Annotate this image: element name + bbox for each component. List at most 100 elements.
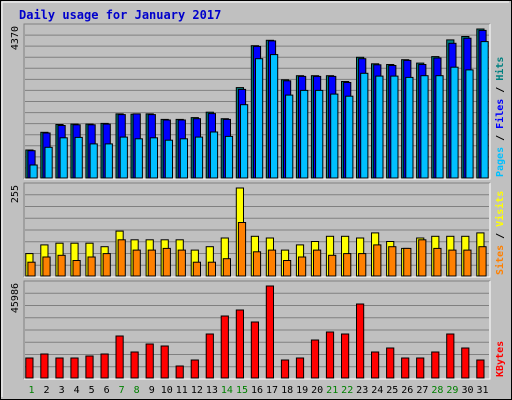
bottom-bar-kbytes-day-14: [220, 315, 229, 379]
x-tick-label-9: 9: [149, 385, 155, 396]
middle-bar-sites-day-9: [147, 249, 156, 277]
bottom-bar-kbytes-day-3: [55, 357, 64, 379]
x-tick-label-11: 11: [176, 385, 188, 396]
bottom-bar-kbytes-day-1: [25, 357, 34, 379]
x-tick-label-12: 12: [191, 385, 203, 396]
middle-bar-sites-day-5: [87, 256, 96, 277]
legend-separator: /: [495, 129, 506, 147]
top-bar-pages-day-23: [360, 72, 369, 179]
top-bar-pages-day-9: [149, 137, 159, 179]
top-bar-pages-day-11: [179, 138, 189, 179]
x-tick-label-8: 8: [134, 385, 140, 396]
middle-bar-sites-day-12: [192, 261, 202, 277]
middle-bar-sites-day-2: [42, 256, 51, 277]
bottom-bar-kbytes-day-21: [325, 331, 335, 379]
chart-panels: 4370 Pages / Files / Hits 255 Sites / Visit…: [10, 23, 506, 380]
top-bar-pages-day-15: [240, 104, 249, 179]
middle-bar-sites-day-20: [313, 249, 322, 277]
top-bar-pages-day-20: [315, 89, 324, 179]
middle-bar-sites-day-3: [57, 254, 66, 277]
x-tick-label-21: 21: [326, 385, 338, 396]
top-bar-pages-day-14: [224, 135, 234, 179]
middle-bar-sites-day-26: [403, 247, 412, 277]
top-plot-shadow: [23, 23, 490, 179]
bottom-bar-kbytes-day-4: [70, 357, 79, 379]
middle-bar-sites-day-4: [72, 260, 81, 277]
x-tick-label-4: 4: [74, 385, 80, 396]
top-bar-pages-day-2: [44, 146, 53, 179]
x-tick-label-18: 18: [281, 385, 293, 396]
chart-title: Daily usage for January 2017: [19, 8, 221, 22]
x-tick-label-13: 13: [206, 385, 218, 396]
x-tick-label-24: 24: [371, 385, 383, 396]
middle-bar-sites-day-22: [343, 253, 352, 277]
bottom-bar-kbytes-day-6: [100, 353, 109, 379]
bottom-bar-kbytes-day-30: [461, 347, 470, 379]
x-tick-label-6: 6: [104, 385, 110, 396]
x-axis-labels: 1 2 3 4 5 6 7 8 9 10 11 12 13 14 15 16 17 18 19 20 21 22 23 24 2…: [28, 385, 488, 396]
top-bar-pages-day-25: [390, 75, 399, 179]
x-tick-label-7: 7: [119, 385, 125, 396]
bottom-panel: 45986 KBytes: [10, 280, 506, 380]
bottom-bar-kbytes-day-5: [85, 355, 94, 379]
top-plot-highlight: [24, 24, 491, 180]
x-tick-label-28: 28: [431, 385, 443, 396]
top-panel: 4370 Pages / Files / Hits: [10, 23, 506, 180]
x-tick-label-15: 15: [236, 385, 248, 396]
middle-bar-sites-day-30: [463, 249, 472, 277]
middle-bar-sites-day-8: [132, 249, 141, 277]
middle-bar-sites-day-28: [433, 247, 442, 277]
top-bar-pages-day-26: [405, 76, 414, 179]
x-tick-label-25: 25: [386, 385, 398, 396]
bottom-bar-kbytes-day-25: [386, 347, 395, 379]
legend-separator: /: [495, 227, 506, 245]
top-bar-pages-day-12: [194, 136, 204, 179]
legend-separator: /: [495, 81, 506, 99]
legend-entry-files: Files: [494, 99, 506, 129]
bottom-bar-kbytes-day-31: [476, 359, 485, 379]
bottom-bar-kbytes-day-20: [310, 339, 320, 379]
bottom-bar-kbytes-day-22: [341, 333, 350, 379]
bottom-bar-kbytes-day-10: [160, 345, 169, 379]
middle-bar-sites-day-16: [252, 251, 262, 277]
middle-bar-sites-day-19: [298, 256, 307, 277]
middle-plot-shadow: [23, 182, 490, 277]
middle-bar-sites-day-23: [358, 253, 367, 277]
bottom-bar-kbytes-day-24: [371, 351, 380, 379]
x-tick-label-30: 30: [461, 385, 473, 396]
top-bar-pages-day-17: [270, 54, 279, 179]
middle-bar-sites-day-21: [328, 254, 337, 277]
top-bar-pages-day-28: [435, 75, 444, 179]
x-tick-label-26: 26: [401, 385, 413, 396]
bottom-bar-kbytes-day-13: [205, 333, 214, 379]
bottom-bar-kbytes-day-2: [40, 353, 49, 379]
middle-bar-sites-day-13: [207, 261, 217, 277]
middle-plot-highlight: [24, 183, 491, 278]
x-tick-label-22: 22: [341, 385, 353, 396]
bottom-bar-kbytes-day-16: [250, 321, 260, 379]
bottom-bar-kbytes-day-26: [401, 357, 410, 379]
x-tick-label-23: 23: [356, 385, 368, 396]
top-bar-pages-day-29: [450, 66, 459, 179]
middle-bar-sites-day-11: [177, 249, 186, 277]
top-max-label: 4370: [10, 26, 21, 50]
x-tick-label-31: 31: [476, 385, 488, 396]
bottom-bar-kbytes-day-17: [265, 285, 274, 379]
middle-bar-sites-day-1: [27, 261, 36, 277]
x-tick-label-27: 27: [416, 385, 428, 396]
middle-panel: 255 Sites / Visits: [10, 182, 506, 278]
bottom-legend: KBytes: [495, 341, 506, 377]
middle-bar-sites-day-18: [283, 260, 292, 277]
bottom-max-label: 45986: [10, 283, 21, 313]
bottom-bar-kbytes-day-7: [115, 335, 124, 379]
bottom-bar-kbytes-day-15: [235, 309, 245, 379]
middle-bar-sites-day-27: [418, 239, 427, 277]
top-bar-pages-day-19: [300, 89, 309, 179]
bottom-bar-kbytes-day-11: [175, 365, 184, 379]
middle-bar-sites-day-10: [162, 247, 171, 277]
top-bar-pages-day-1: [29, 164, 38, 179]
top-bar-pages-day-31: [480, 41, 489, 179]
x-tick-label-14: 14: [221, 385, 233, 396]
top-bar-pages-day-22: [345, 95, 354, 179]
